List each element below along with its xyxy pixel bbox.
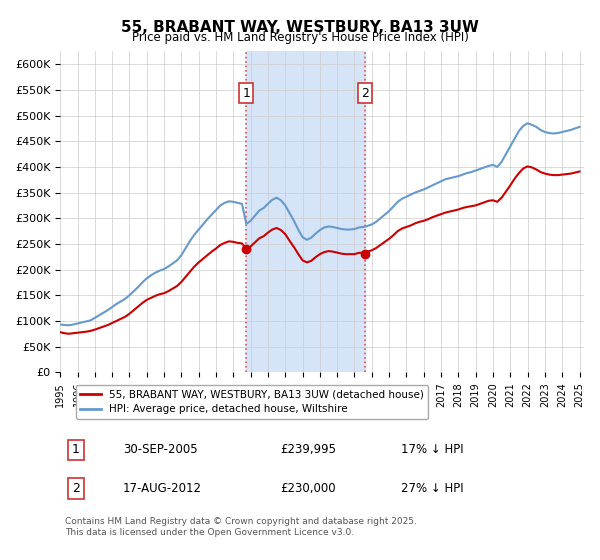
Text: Price paid vs. HM Land Registry's House Price Index (HPI): Price paid vs. HM Land Registry's House … (131, 31, 469, 44)
Text: £239,995: £239,995 (280, 444, 336, 456)
Text: 2: 2 (361, 87, 370, 100)
Text: 27% ↓ HPI: 27% ↓ HPI (401, 482, 463, 495)
Text: 1: 1 (242, 87, 250, 100)
Text: 30-SEP-2005: 30-SEP-2005 (123, 444, 197, 456)
Text: 55, BRABANT WAY, WESTBURY, BA13 3UW: 55, BRABANT WAY, WESTBURY, BA13 3UW (121, 20, 479, 35)
Text: 1: 1 (72, 444, 80, 456)
Text: £230,000: £230,000 (280, 482, 336, 495)
Text: 17% ↓ HPI: 17% ↓ HPI (401, 444, 463, 456)
Text: 2: 2 (72, 482, 80, 495)
Text: Contains HM Land Registry data © Crown copyright and database right 2025.
This d: Contains HM Land Registry data © Crown c… (65, 517, 418, 536)
Text: 17-AUG-2012: 17-AUG-2012 (123, 482, 202, 495)
Legend: 55, BRABANT WAY, WESTBURY, BA13 3UW (detached house), HPI: Average price, detach: 55, BRABANT WAY, WESTBURY, BA13 3UW (det… (76, 385, 428, 419)
Bar (247, 52, 365, 372)
